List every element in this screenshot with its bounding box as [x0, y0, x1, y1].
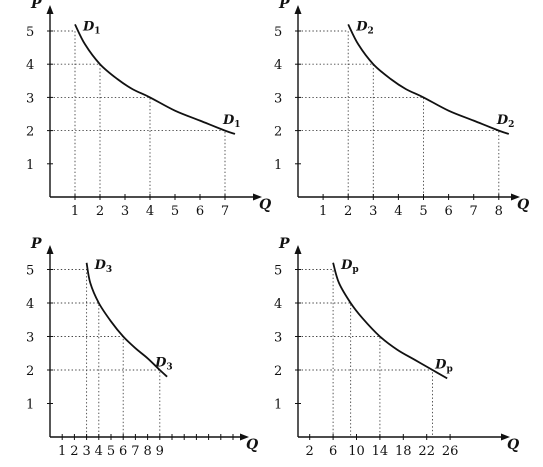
curve-label-bottom: D2 [496, 113, 515, 130]
y-tick-label: 1 [274, 158, 282, 173]
x-tick-label: 2 [306, 444, 314, 459]
x-axis-label: Q [507, 437, 519, 453]
y-tick-label: 4 [274, 297, 282, 312]
demand-curve [347, 23, 510, 135]
y-axis-arrow [294, 5, 302, 14]
demand-chart-1: Q P 1 2 3 4 5 6 7 1 2 3 4 5 D1 D1 [26, 0, 271, 219]
x-axis-label: Q [517, 197, 529, 213]
guide-line-3 [50, 336, 124, 437]
x-tick-label: 14 [372, 444, 389, 459]
x-tick-label: 3 [82, 444, 90, 459]
demand-curve [332, 262, 448, 380]
curve-label-top: Dp [340, 258, 359, 275]
y-tick-label: 4 [26, 58, 34, 73]
x-tick-label: 3 [121, 204, 129, 219]
curve-label-top: D1 [82, 19, 101, 36]
y-tick-label: 2 [274, 364, 282, 379]
y-tick-label: 5 [26, 264, 34, 279]
guide-line-2 [50, 302, 100, 437]
y-tick-label: 5 [26, 25, 34, 40]
y-axis-arrow [294, 245, 302, 254]
y-tick-label: 5 [274, 264, 282, 279]
y-axis-label: P [278, 236, 290, 252]
x-tick-label: 22 [418, 444, 435, 459]
curve-label-top: D2 [355, 19, 374, 36]
x-tick-label: 9 [156, 444, 164, 459]
x-tick-label: 2 [70, 444, 78, 459]
y-tick-label: 2 [26, 364, 34, 379]
guide-line-1 [50, 269, 88, 437]
guide-line-1 [298, 30, 349, 197]
x-axis-arrow [511, 193, 520, 201]
guide-line-3 [298, 336, 381, 437]
x-tick-label: 5 [107, 444, 115, 459]
guide-line-3 [298, 96, 424, 197]
y-axis-label: P [30, 0, 42, 12]
x-tick-label: 4 [394, 204, 402, 219]
x-tick-label: 6 [196, 204, 204, 219]
x-tick-label: 6 [119, 444, 127, 459]
x-tick-label: 7 [221, 204, 229, 219]
y-tick-label: 3 [274, 331, 282, 346]
guide-line-3 [50, 96, 151, 197]
guide-line-4 [298, 369, 433, 437]
x-tick-label: 26 [442, 444, 459, 459]
curve-label-bottom: D3 [154, 356, 173, 373]
y-tick-label: 4 [274, 58, 282, 73]
x-tick-label: 4 [146, 204, 154, 219]
x-axis-arrow [253, 193, 262, 201]
x-tick-label: 2 [96, 204, 104, 219]
y-tick-label: 3 [26, 331, 34, 346]
x-axis-label: Q [259, 197, 271, 213]
guide-line-1 [298, 269, 334, 437]
x-tick-label: 1 [319, 204, 327, 219]
y-axis-arrow [46, 245, 54, 254]
y-tick-label: 4 [26, 297, 34, 312]
guide-line-4 [50, 369, 161, 437]
y-tick-label: 1 [26, 158, 34, 173]
x-tick-label: 1 [71, 204, 79, 219]
x-axis-label: Q [246, 437, 258, 453]
y-tick-label: 1 [274, 398, 282, 413]
x-axis-arrow [240, 433, 249, 441]
demand-curve [85, 262, 168, 378]
demand-chart-2: Q P 1 2 3 4 5 6 7 8 1 2 3 4 5 D2 D2 [274, 0, 529, 219]
x-tick-label: 7 [131, 444, 139, 459]
x-tick-label: 1 [58, 444, 66, 459]
x-tick-label: 18 [395, 444, 412, 459]
x-tick-label: 10 [348, 444, 365, 459]
y-tick-label: 3 [274, 91, 282, 106]
curve-label-bottom: Dp [434, 357, 453, 374]
x-tick-label: 6 [444, 204, 452, 219]
curve-label-bottom: D1 [222, 113, 241, 130]
x-tick-label: 8 [495, 204, 503, 219]
x-tick-label: 3 [369, 204, 377, 219]
y-tick-label: 2 [26, 125, 34, 140]
y-tick-label: 5 [274, 25, 282, 40]
y-tick-label: 1 [26, 398, 34, 413]
x-tick-label: 8 [143, 444, 151, 459]
guide-line-1 [50, 30, 76, 197]
y-tick-label: 2 [274, 125, 282, 140]
y-axis-label: P [30, 236, 42, 252]
x-tick-label: 2 [344, 204, 352, 219]
x-tick-label: 5 [171, 204, 179, 219]
curve-label-top: D3 [94, 258, 113, 275]
x-tick-label: 5 [419, 204, 427, 219]
y-axis-label: P [278, 0, 290, 12]
guide-line-4 [50, 130, 226, 197]
x-axis-arrow [501, 433, 510, 441]
x-tick-label: 6 [329, 444, 337, 459]
y-tick-label: 3 [26, 91, 34, 106]
demand-curve [74, 23, 236, 135]
x-tick-label: 7 [470, 204, 478, 219]
guide-line-4 [298, 130, 500, 197]
y-axis-arrow [46, 5, 54, 14]
x-tick-label: 4 [95, 444, 103, 459]
